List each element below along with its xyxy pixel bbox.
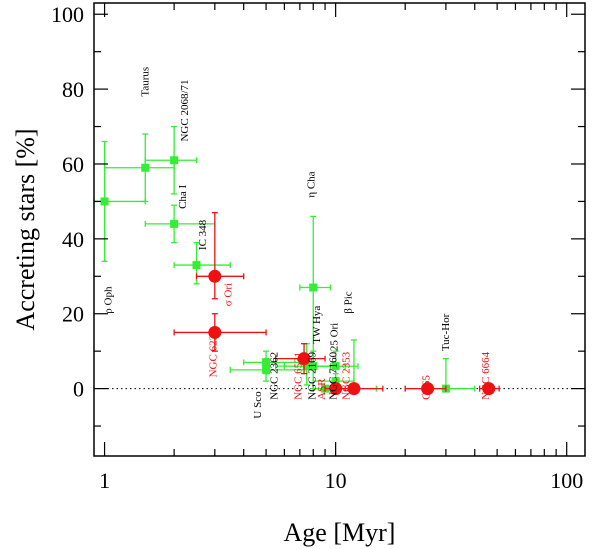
square-marker [141, 163, 150, 172]
series-circles [173, 212, 500, 396]
series-layer [93, 125, 500, 396]
annotation-label: Cr 65 [421, 375, 433, 400]
annotation-label: NGC 2068/71 [179, 79, 191, 141]
data-point [103, 133, 175, 203]
annotation-label: ASR [316, 378, 328, 400]
annotation-label: IC 348 [197, 219, 209, 250]
square-marker [309, 283, 318, 292]
data-point [93, 140, 146, 262]
annotation-label: β Pic [342, 291, 354, 314]
annotation-label: η Cha [305, 171, 317, 197]
circle-marker [347, 382, 361, 396]
square-marker [192, 261, 201, 270]
annotation-label: 25 Ori [329, 323, 341, 351]
plot-frame [93, 2, 586, 457]
annotation-label: NGC 7160 [328, 351, 340, 399]
annotation-label: Tuc-Hor [440, 313, 452, 351]
circle-marker [297, 352, 311, 366]
annotation-label: NGC 2362 [268, 352, 280, 400]
circle-marker [482, 382, 496, 396]
square-marker [100, 197, 109, 206]
square-marker [170, 219, 179, 228]
annotation-label: NGC 2353 [341, 351, 353, 399]
annotation-label: NGC 6531 [292, 352, 304, 400]
annotation-label: σ Ori [223, 283, 235, 306]
y-axis-title: Accreting stars [%] [11, 128, 40, 330]
y-tick-label: 20 [62, 302, 84, 327]
square-marker [262, 365, 271, 374]
x-tick-label: 10 [325, 468, 347, 493]
data-point [195, 212, 245, 300]
x-tick-label: 100 [550, 468, 583, 493]
data-point [334, 382, 384, 396]
annotation-label: TW Hya [311, 306, 323, 344]
annotation-label: U Sco [252, 391, 264, 419]
circle-marker [208, 325, 222, 339]
y-tick-label: 40 [62, 227, 84, 252]
circle-marker [208, 269, 222, 283]
x-tick-label: 1 [99, 468, 110, 493]
y-tick-label: 0 [73, 377, 84, 402]
data-point [404, 358, 476, 393]
data-point [478, 382, 500, 396]
square-marker [331, 362, 340, 371]
data-point [274, 343, 326, 375]
annotation-label: NGC 2169 [307, 351, 319, 399]
annotation-label: Taurus [140, 67, 152, 97]
annotation-label: ρ Oph [102, 286, 114, 314]
data-point [404, 382, 447, 396]
square-marker [170, 156, 179, 165]
series-squares [93, 125, 476, 393]
annotation-label: NGC 6664 [480, 351, 492, 399]
y-tick-label: 100 [51, 2, 84, 27]
annotation-label: Cha I [177, 184, 189, 208]
annotation-label: NGC 6231 [207, 329, 219, 377]
data-point [144, 125, 198, 195]
annotation-layer: ρ Oph Taurus NGC 2068/71 Cha I IC 348 σ Ori NG… [102, 67, 491, 419]
axis-layer: 0 20 40 60 80 100 1 10 100 [51, 2, 585, 493]
y-tick-label: 80 [62, 77, 84, 102]
circle-marker [421, 382, 435, 396]
y-tick-label: 60 [62, 152, 84, 177]
data-point [173, 313, 267, 352]
data-point [299, 215, 332, 360]
x-axis-title: Age [Myr] [284, 518, 396, 547]
